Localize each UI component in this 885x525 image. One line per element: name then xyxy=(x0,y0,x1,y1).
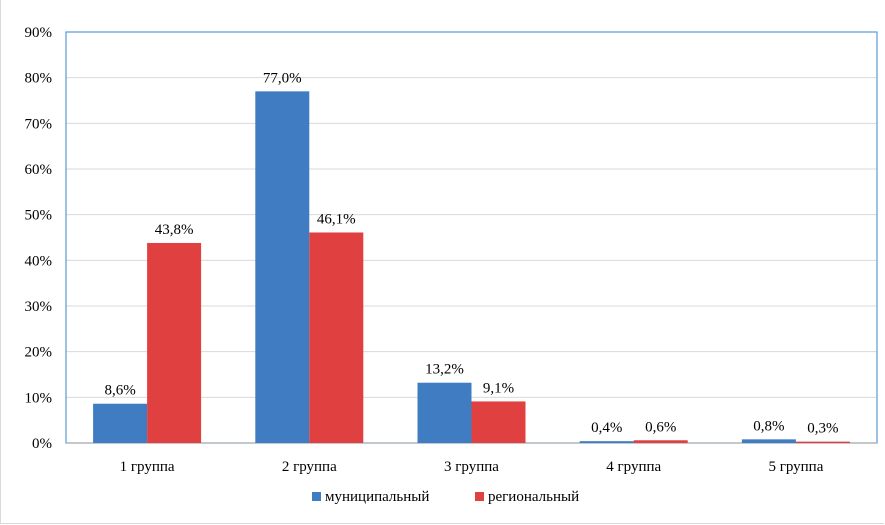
data-label: 0,3% xyxy=(807,421,838,437)
bar-municipal xyxy=(741,439,796,443)
data-label: 8,6% xyxy=(104,383,135,399)
y-tick-label: 0% xyxy=(32,436,52,452)
data-label: 0,6% xyxy=(645,419,676,435)
y-tick-label: 50% xyxy=(25,208,53,224)
x-tick-label: 3 группа xyxy=(444,459,499,475)
x-tick-label: 4 группа xyxy=(606,459,661,475)
bar-regional xyxy=(471,401,526,443)
bar-regional xyxy=(309,232,364,443)
x-tick-label: 5 группа xyxy=(768,459,823,475)
bar-municipal xyxy=(579,441,634,443)
legend-swatch xyxy=(312,492,321,501)
y-tick-label: 90% xyxy=(25,25,53,41)
y-tick-label: 70% xyxy=(25,116,53,132)
data-label: 13,2% xyxy=(425,362,464,378)
data-label: 0,4% xyxy=(591,420,622,436)
y-tick-label: 30% xyxy=(25,299,53,315)
data-label: 43,8% xyxy=(155,222,194,238)
x-tick-label: 1 группа xyxy=(120,459,175,475)
legend-label: региональный xyxy=(488,489,579,505)
data-label: 77,0% xyxy=(263,70,302,86)
data-label: 0,8% xyxy=(753,418,784,434)
bar-regional xyxy=(147,242,202,443)
legend-swatch xyxy=(475,492,484,501)
bar-municipal xyxy=(417,382,472,443)
data-label: 46,1% xyxy=(317,211,356,227)
data-label: 9,1% xyxy=(483,380,514,396)
bar-municipal xyxy=(255,91,310,443)
x-tick-label: 2 группа xyxy=(282,459,337,475)
y-tick-label: 80% xyxy=(25,71,53,87)
bar-municipal xyxy=(93,403,148,443)
bar-regional xyxy=(633,440,688,443)
y-tick-label: 40% xyxy=(25,253,53,269)
legend-label: муниципальный xyxy=(325,489,429,505)
y-tick-label: 60% xyxy=(25,162,53,178)
y-tick-label: 20% xyxy=(25,345,53,361)
y-tick-label: 10% xyxy=(25,390,53,406)
bar-regional xyxy=(795,441,850,443)
